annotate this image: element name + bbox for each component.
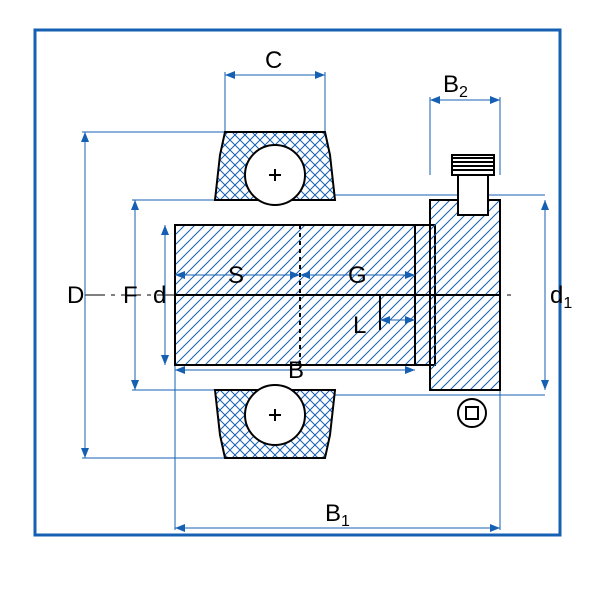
dim-label-C: C <box>265 47 282 74</box>
arrowhead <box>490 524 500 532</box>
bearing-drawing: D Fd d1 C B2 S GL B B1 <box>0 0 600 600</box>
dim-B2: B2 <box>430 71 500 104</box>
dim-label-B2: B2 <box>443 71 468 101</box>
arrowhead <box>490 96 500 104</box>
dim-label-F: F <box>123 282 138 309</box>
arrowhead <box>405 366 415 374</box>
arrowhead <box>81 448 89 458</box>
arrowhead <box>315 71 325 79</box>
dim-label-d1: d1 <box>550 282 572 312</box>
arrowhead <box>175 366 185 374</box>
inner-ring-top <box>175 225 435 295</box>
dim-label-B: B <box>288 357 304 384</box>
dim-F: F <box>123 200 139 390</box>
set-screw-shaft <box>458 175 488 215</box>
arrowhead <box>131 380 139 390</box>
arrowhead <box>541 380 549 390</box>
dim-label-D: D <box>67 282 84 309</box>
dim-label-B1: B1 <box>325 500 350 530</box>
dim-label-d: d <box>153 282 166 309</box>
arrowhead <box>161 355 169 365</box>
arrowhead <box>541 200 549 210</box>
set-screw-bottom-hex <box>466 407 478 419</box>
arrowhead <box>175 524 185 532</box>
dim-C: C <box>225 47 325 79</box>
arrowhead <box>430 96 440 104</box>
dim-label-G: G <box>348 262 367 289</box>
arrowhead <box>225 71 235 79</box>
dim-B1: B1 <box>175 500 500 532</box>
collar-bot <box>430 295 500 390</box>
arrowhead <box>131 200 139 210</box>
inner-ring-bot <box>175 295 435 365</box>
dim-d1: d1 <box>541 200 572 390</box>
dim-label-S: S <box>228 262 244 289</box>
dim-label-L: L <box>353 312 366 339</box>
arrowhead <box>81 132 89 142</box>
arrowhead <box>161 225 169 235</box>
